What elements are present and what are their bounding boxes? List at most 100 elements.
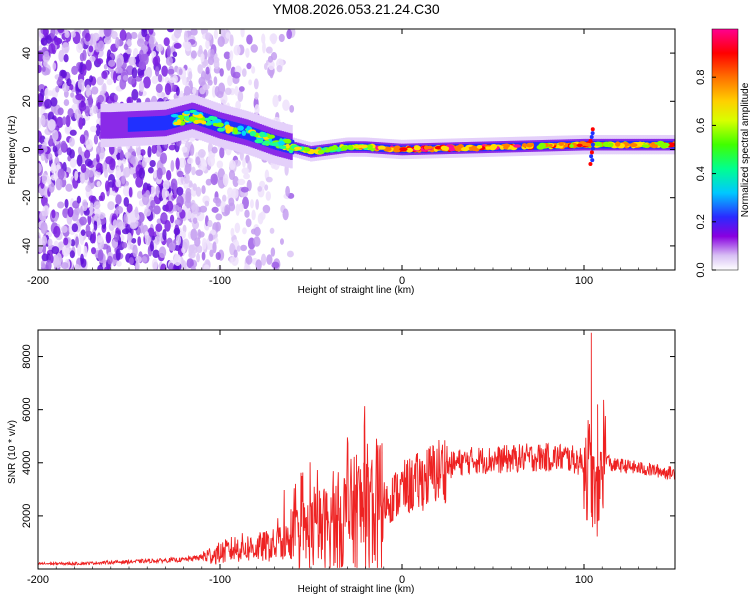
spectrogram-noise-blob: [210, 48, 215, 59]
spectrogram-noise-blob: [197, 64, 203, 74]
spectrogram-noise-blob: [85, 184, 92, 193]
spectrogram-core: [134, 117, 137, 132]
spectrogram-noise-blob: [93, 134, 99, 145]
spectrogram-noise-blob: [147, 227, 155, 237]
spectrogram-ridge-cell: [183, 110, 191, 115]
spectrogram-ridge-cell: [241, 130, 247, 136]
spectrogram-noise-blob: [205, 178, 212, 186]
spectrogram-noise-blob: [272, 94, 279, 108]
spectrogram-noise-blob: [175, 157, 180, 170]
spectrogram-noise-blob: [185, 210, 192, 220]
spectrogram-noise-blob: [66, 78, 72, 87]
spectrogram-ridge-cell: [278, 145, 287, 150]
spectrogram-noise-blob: [126, 232, 132, 243]
spectrogram-noise-blob: [247, 249, 256, 256]
spectrogram-noise-blob: [216, 160, 224, 169]
spectrogram-core: [165, 115, 169, 130]
spectrogram-noise-blob: [119, 150, 125, 161]
spectrogram-noise-blob: [152, 249, 160, 259]
spectrogram-ridge-cell: [192, 111, 200, 116]
spectrogram-noise-blob: [81, 199, 88, 212]
spectrogram-noise-blob: [149, 159, 156, 168]
spectrogram-noise-blob: [260, 253, 267, 266]
spectrogram-core: [171, 113, 175, 129]
spectrogram-noise-blob: [43, 50, 50, 58]
spectrogram-noise-blob: [94, 213, 101, 222]
spectrogram-noise-blob: [107, 201, 115, 211]
spectrogram-burst-cell: [589, 134, 594, 139]
spectrogram-noise-blob: [126, 203, 133, 214]
spectrogram-noise-blob: [229, 242, 235, 256]
spectrogram-noise-blob: [170, 178, 178, 190]
spectrogram-noise-blob: [47, 119, 56, 131]
spectrogram-noise-blob: [172, 51, 178, 58]
spectrogram-noise-blob: [267, 55, 274, 63]
spectrogram-noise-blob: [85, 224, 91, 236]
spectrogram-noise-blob: [142, 53, 149, 65]
spectrogram-burst-cell: [590, 127, 595, 132]
spectrogram-core: [190, 108, 194, 124]
spectrogram-noise-blob: [236, 245, 241, 252]
spectrogram-noise-blob: [113, 233, 119, 242]
spectrogram-ridge-cell: [212, 122, 218, 127]
spectrogram-core: [161, 115, 164, 131]
spectrogram-noise-blob: [54, 37, 61, 46]
spectrogram-noise-blob: [154, 66, 160, 77]
spectrogram-x-tick-label: -200: [27, 275, 49, 287]
spectrogram-noise-blob: [38, 83, 46, 93]
spectrogram-noise-blob: [253, 226, 261, 237]
spectrogram-noise-blob: [250, 199, 254, 209]
spectrogram-noise-blob: [213, 29, 219, 40]
spectrogram-band: [122, 111, 126, 139]
spectrogram-noise-blob: [53, 259, 61, 269]
spectrogram-noise-blob: [191, 203, 199, 215]
spectrogram-noise-blob: [116, 260, 122, 267]
spectrogram-ridge-cell: [360, 144, 368, 149]
spectrogram-noise-blob: [128, 56, 136, 66]
spectrogram-noise-blob: [92, 231, 97, 244]
spectrogram-noise-blob: [115, 248, 121, 261]
spectrogram-noise-blob: [166, 200, 174, 212]
spectrogram-noise-blob: [222, 194, 227, 203]
spectrogram-noise-blob: [157, 74, 163, 83]
spectrogram-noise-blob: [269, 33, 278, 43]
spectrogram-ridge-cell: [521, 143, 528, 148]
spectrogram-x-tick-label: 100: [575, 275, 593, 287]
spectrogram-noise-blob: [57, 29, 65, 34]
spectrogram-noise-blob: [245, 255, 253, 265]
spectrogram-core: [153, 116, 156, 131]
spectrogram-ridge-cell: [653, 144, 658, 148]
spectrogram-noise-blob: [93, 201, 101, 210]
spectrogram-ridge-cell: [249, 130, 257, 137]
spectrogram-noise-blob: [38, 44, 43, 52]
spectrogram-noise-blob: [47, 238, 53, 247]
spectrogram-noise-blob: [48, 43, 56, 54]
spectrogram-band: [115, 111, 119, 139]
spectrogram-ridge-cell: [413, 145, 421, 151]
spectrogram-noise-blob: [188, 71, 193, 81]
spectrogram-noise-blob: [121, 242, 128, 249]
spectrogram-noise-blob: [187, 157, 194, 165]
spectrogram-noise-blob: [201, 251, 206, 261]
spectrogram-noise-blob: [195, 169, 203, 177]
snr-axes: -200 -100 0 100 2000 4000 6000 8000: [21, 330, 676, 586]
spectrogram-noise-blob: [78, 117, 84, 130]
spectrogram-noise-blob: [64, 30, 70, 39]
spectrogram-noise-blob: [215, 213, 223, 221]
spectrogram-ridge-cell: [660, 143, 668, 149]
spectrogram-noise-blob: [232, 71, 241, 79]
spectrogram-noise-blob: [238, 202, 244, 212]
spectrogram-noise-blob: [79, 216, 87, 226]
spectrogram-noise-blob: [200, 53, 205, 63]
spectrogram-noise-blob: [173, 254, 182, 266]
spectrogram-noise-blob: [71, 223, 79, 233]
spectrogram-noise-blob: [171, 204, 180, 212]
spectrogram-ridge-cell: [525, 142, 534, 148]
colorbar-tick-label: 0.2: [695, 214, 707, 229]
spectrogram-noise-blob: [90, 125, 97, 133]
spectrogram-noise-blob: [207, 220, 213, 228]
spectrogram-noise-blob: [49, 134, 53, 147]
spectrogram-noise-blob: [62, 116, 67, 126]
spectrogram-noise-blob: [199, 205, 208, 213]
